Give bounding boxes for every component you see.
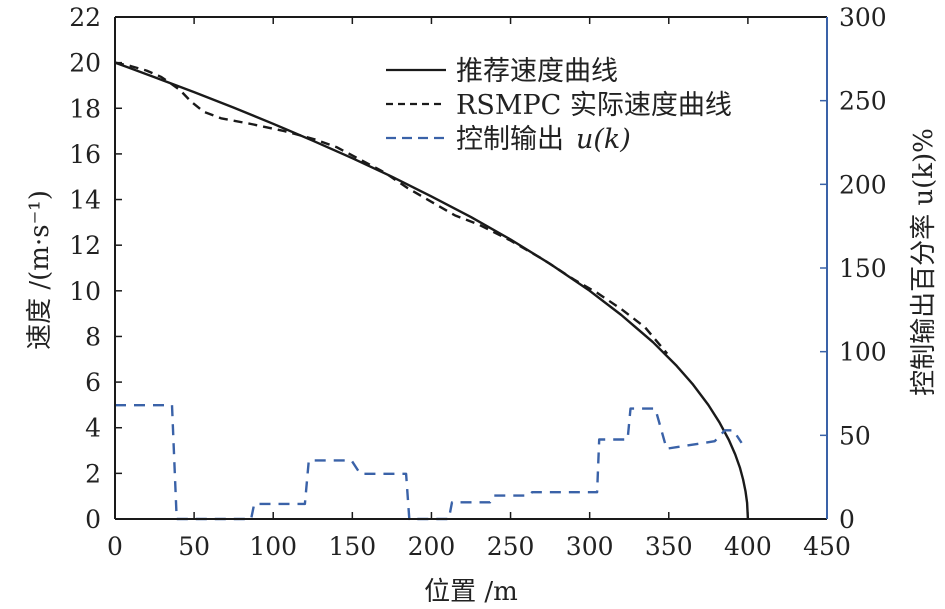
right-y-axis-title: 控制输出百分率 u(k)% [909, 128, 939, 396]
y-right-tick-label: 50 [839, 421, 871, 450]
y-right-tick-label: 0 [839, 505, 855, 534]
y-tick-label: 16 [69, 140, 101, 169]
x-tick-label: 200 [408, 532, 456, 561]
y-tick-label: 18 [69, 94, 101, 123]
x-tick-label: 100 [249, 532, 297, 561]
y-tick-label: 0 [85, 505, 101, 534]
y-tick-label: 6 [85, 368, 101, 397]
y-right-tick-label: 100 [839, 338, 887, 367]
legend-label-recommended-speed: 推荐速度曲线 [456, 56, 618, 87]
x-axis-title: 位置 /m [424, 577, 518, 607]
series-layer [114, 61, 750, 521]
legend-label-rsmpc-speed: RSMPC 实际速度曲线 [456, 90, 732, 121]
series-line-1 [114, 61, 669, 355]
legend-label-control-output-math: u(k) [576, 124, 631, 155]
series-line-2 [115, 404, 743, 521]
y-tick-label: 8 [85, 322, 101, 351]
legend-label-control-output-text: 控制输出 [456, 124, 564, 155]
y-right-tick-label: 150 [839, 254, 887, 283]
ticks-layer: 0 50 100 150 200 250 300 350 400 4500246810121416… [69, 3, 887, 561]
series-line-0 [114, 61, 750, 520]
left-y-axis-title: 速度 /(m·s⁻¹) [25, 190, 55, 350]
x-tick-label: 400 [724, 532, 772, 561]
y-tick-label: 12 [69, 231, 101, 260]
x-tick-label: 300 [566, 532, 614, 561]
y-tick-label: 20 [69, 49, 101, 78]
y-tick-label: 22 [69, 3, 101, 32]
x-tick-label: 0 [107, 532, 123, 561]
x-tick-label: 150 [328, 532, 376, 561]
x-tick-label: 50 [178, 532, 210, 561]
y-right-tick-label: 250 [839, 87, 887, 116]
y-tick-label: 14 [69, 186, 101, 215]
y-tick-label: 10 [69, 277, 101, 306]
y-tick-label: 2 [85, 459, 101, 488]
y-tick-label: 4 [85, 414, 101, 443]
y-right-tick-label: 200 [839, 170, 887, 199]
y-right-tick-label: 300 [839, 3, 887, 32]
legend-label-control-output: 控制输出 u(k) [456, 124, 631, 155]
x-tick-label: 450 [803, 532, 851, 561]
legend: 推荐速度曲线 RSMPC 实际速度曲线 控制输出 u(k) [386, 56, 732, 155]
x-tick-label: 350 [645, 532, 693, 561]
x-tick-label: 250 [487, 532, 535, 561]
